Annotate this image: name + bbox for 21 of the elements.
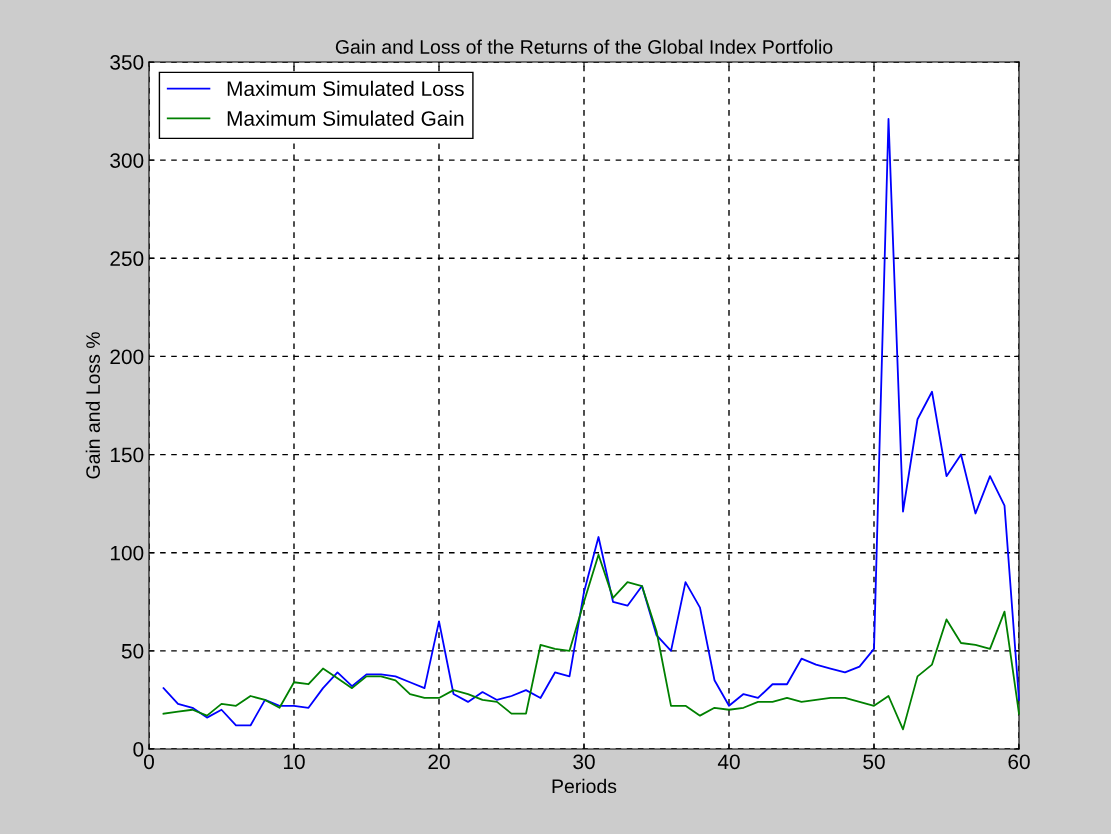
x-tick-label: 60 xyxy=(1008,754,1030,770)
x-axis-title: Periods xyxy=(552,778,617,794)
x-tick-label: 10 xyxy=(284,754,305,770)
y-tick-label: 100 xyxy=(110,545,144,561)
y-axis-title: Gain and Loss % xyxy=(85,332,100,479)
x-tick-label: 40 xyxy=(717,754,740,770)
y-tick-label: 350 xyxy=(110,55,144,70)
x-tick-label: 50 xyxy=(863,754,885,770)
chart-title: Gain and Loss of the Returns of the Global Index Portfolio xyxy=(335,39,833,54)
y-tick-label: 0 xyxy=(133,742,144,757)
line-series xyxy=(162,553,1020,731)
y-tick-label: 50 xyxy=(121,643,144,659)
x-tick-label: 0 xyxy=(144,754,154,770)
y-tick-label: 200 xyxy=(110,349,144,365)
x-tick-label: 30 xyxy=(573,754,595,770)
y-tick-label: 300 xyxy=(110,153,144,168)
legend-label: Maximum Simulated Gain xyxy=(227,110,464,126)
legend-label: Maximum Simulated Loss xyxy=(227,80,464,97)
y-tick-label: 250 xyxy=(110,251,144,267)
x-tick-label: 20 xyxy=(428,754,450,770)
y-tick-label: 150 xyxy=(110,447,144,463)
